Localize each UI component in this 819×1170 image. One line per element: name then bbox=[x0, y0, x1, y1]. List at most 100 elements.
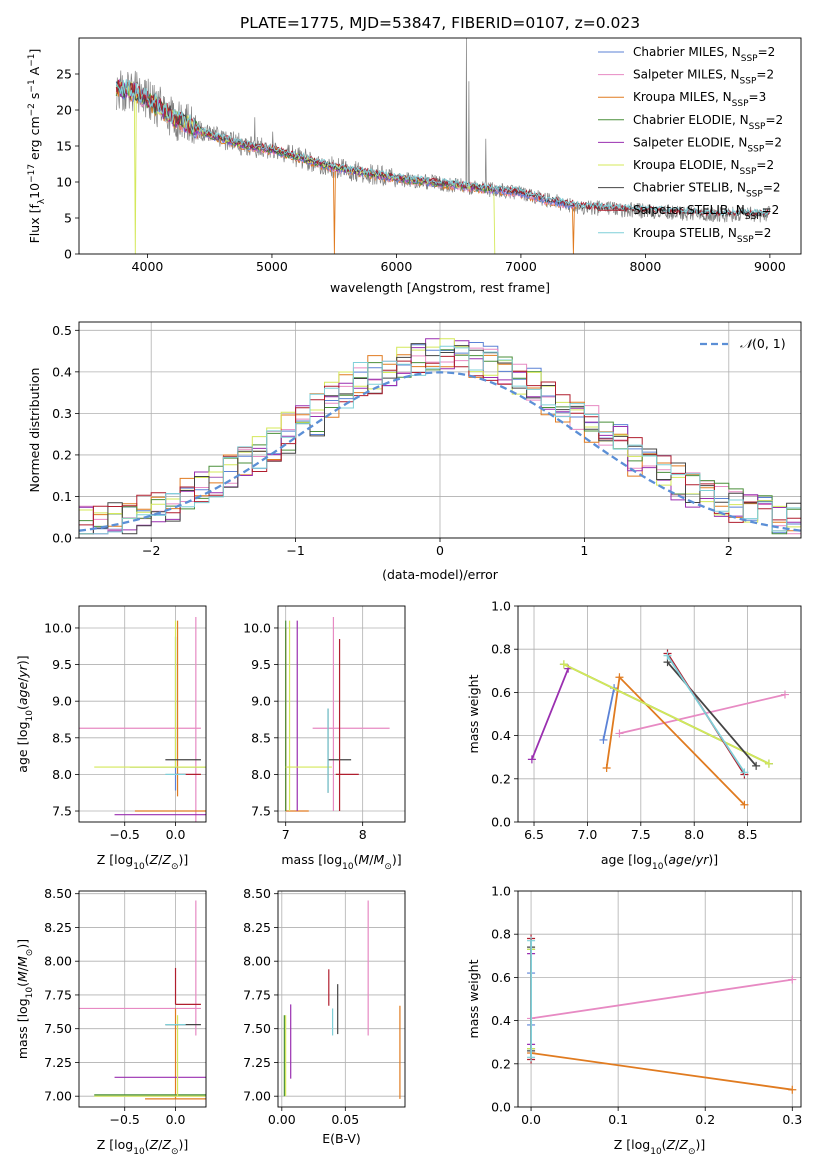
axes-frame bbox=[78, 605, 207, 823]
y-axis-label: Normed distribution bbox=[27, 368, 42, 493]
figure-title: PLATE=1775, MJD=53847, FIBERID=0107, z=0… bbox=[240, 14, 640, 32]
legend-entry: Kroupa STELIB, NSSP=2 bbox=[633, 226, 771, 245]
y-tick-label: 10.0 bbox=[243, 620, 271, 635]
weight-marker bbox=[615, 729, 624, 738]
weight-marker bbox=[740, 768, 749, 777]
y-tick-label: 7.25 bbox=[243, 1055, 271, 1070]
y-tick-label: 0.5 bbox=[52, 323, 72, 338]
x-axis-label: mass [log10(M/M⊙)] bbox=[281, 852, 401, 872]
x-axis-label: (data-model)/error bbox=[382, 567, 499, 582]
weight-marker bbox=[752, 761, 761, 770]
observed-spectrum bbox=[115, 38, 770, 223]
model-spectrum bbox=[115, 81, 496, 194]
legend-entry: Chabrier ELODIE, NSSP=2 bbox=[633, 113, 783, 132]
y-tick-label: 9.5 bbox=[251, 657, 271, 672]
x-tick-label: 5000 bbox=[256, 259, 288, 274]
plot-area bbox=[518, 891, 801, 1107]
y-tick-label: 25 bbox=[56, 67, 72, 82]
axes-frame bbox=[277, 890, 406, 1108]
y-tick-label: 8.5 bbox=[251, 730, 271, 745]
x-tick-label: −2 bbox=[142, 543, 160, 558]
y-tick-label: 10.0 bbox=[44, 620, 72, 635]
x-axis-label: age [log10(age/yr)] bbox=[601, 852, 718, 872]
y-tick-label: 0.8 bbox=[491, 642, 511, 657]
y-tick-label: 9.0 bbox=[251, 694, 271, 709]
axes-weight-vs-Z: 0.0 0.1 0.2 0.3 0.0 0.2 0.4 0.6 0.8 1.0 Z [log10(Z… bbox=[466, 884, 802, 1158]
y-axis-label: mass weight bbox=[466, 674, 481, 753]
plot-layer: 4000 5000 6000 7000 8000 90000510152025wavele… bbox=[15, 37, 802, 1158]
weight-marker bbox=[663, 651, 672, 660]
plot-area bbox=[278, 891, 405, 1107]
weight-marker bbox=[599, 735, 608, 744]
x-tick-label: 7.5 bbox=[631, 827, 651, 842]
legend-entry: 𝒩(0, 1) bbox=[740, 336, 786, 351]
weight-marker bbox=[764, 759, 773, 768]
x-tick-label: 0.0 bbox=[166, 827, 186, 842]
x-tick-label: 6.5 bbox=[524, 827, 544, 842]
y-tick-label: 8.00 bbox=[44, 954, 72, 969]
weight-marker bbox=[615, 673, 624, 682]
legend-entry: Chabrier STELIB, NSSP=2 bbox=[633, 181, 781, 200]
axes-mass-vs-ebv: 0.00 0.05 7.00 7.25 7.50 7.75 8.00 8.25 8.50 E(B-… bbox=[243, 886, 406, 1146]
y-tick-label: 0.6 bbox=[491, 685, 511, 700]
legend-entry: Salpeter MILES, NSSP=2 bbox=[633, 68, 774, 87]
axes-weight-vs-age: 6.5 7.0 7.5 8.0 8.5 0.0 0.2 0.4 0.6 0.8 1.0 age [lo… bbox=[466, 599, 802, 872]
axes-age-vs-Z: −0.5 0.0 7.5 8.0 8.5 9.0 9.5 10.0 Z [log10(Z/Z⊙)… bbox=[15, 605, 207, 872]
y-tick-label: 0.6 bbox=[491, 970, 511, 985]
plot-area bbox=[79, 322, 801, 538]
x-axis-label: Z [log10(Z/Z⊙)] bbox=[614, 1137, 706, 1157]
y-tick-label: 8.50 bbox=[44, 886, 72, 901]
axes-frame bbox=[517, 605, 802, 823]
y-tick-label: 7.5 bbox=[251, 804, 271, 819]
x-tick-label: 0.05 bbox=[331, 1112, 359, 1127]
legend-entry: Kroupa ELODIE, NSSP=2 bbox=[633, 158, 774, 177]
normal-curve bbox=[79, 371, 801, 532]
x-tick-label: 4000 bbox=[132, 259, 164, 274]
y-tick-label: 8.00 bbox=[243, 954, 271, 969]
plot-area bbox=[278, 606, 405, 822]
y-tick-label: 5 bbox=[64, 211, 72, 226]
x-tick-label: 2 bbox=[725, 543, 733, 558]
y-tick-label: 0.3 bbox=[52, 406, 72, 421]
legend-entry: Kroupa MILES, NSSP=3 bbox=[633, 90, 766, 109]
y-tick-label: 0.8 bbox=[491, 927, 511, 942]
y-tick-label: 7.50 bbox=[243, 1021, 271, 1036]
y-tick-label: 9.0 bbox=[52, 694, 72, 709]
x-tick-label: 0.00 bbox=[268, 1112, 296, 1127]
weight-marker bbox=[527, 936, 536, 945]
x-tick-label: 7000 bbox=[505, 259, 537, 274]
y-tick-label: 0.0 bbox=[491, 1100, 511, 1115]
y-tick-label: 0.4 bbox=[52, 364, 72, 379]
residual-histogram bbox=[79, 345, 801, 535]
plot-area bbox=[79, 891, 206, 1107]
y-tick-label: 0.0 bbox=[52, 531, 72, 546]
y-tick-label: 8.0 bbox=[52, 767, 72, 782]
y-tick-label: 8.25 bbox=[44, 920, 72, 935]
weight-line bbox=[666, 661, 757, 767]
x-tick-label: 8 bbox=[359, 827, 367, 842]
y-tick-label: 7.25 bbox=[44, 1055, 72, 1070]
weight-line bbox=[666, 655, 746, 773]
x-tick-label: 8.0 bbox=[684, 827, 704, 842]
x-tick-label: −0.5 bbox=[110, 827, 140, 842]
y-tick-label: 8.50 bbox=[243, 886, 271, 901]
axes-frame bbox=[78, 890, 207, 1108]
y-tick-label: 1.0 bbox=[491, 884, 511, 899]
y-axis-label: mass [log10(M/M⊙)] bbox=[15, 939, 35, 1059]
plot-area bbox=[518, 606, 801, 822]
y-tick-label: 7.00 bbox=[44, 1089, 72, 1104]
y-tick-label: 0.0 bbox=[491, 815, 511, 830]
x-tick-label: −0.5 bbox=[110, 1112, 140, 1127]
x-tick-label: 0.3 bbox=[782, 1112, 802, 1127]
axes-frame bbox=[517, 890, 802, 1108]
x-tick-label: 7 bbox=[282, 827, 290, 842]
y-tick-label: 0 bbox=[64, 247, 72, 262]
x-tick-label: 0.0 bbox=[521, 1112, 541, 1127]
x-tick-label: 9000 bbox=[754, 259, 786, 274]
x-axis-label: E(B-V) bbox=[322, 1131, 361, 1146]
y-tick-label: 0.2 bbox=[491, 771, 511, 786]
y-tick-label: 0.4 bbox=[491, 1013, 511, 1028]
y-tick-label: 7.5 bbox=[52, 804, 72, 819]
weight-line bbox=[602, 687, 615, 741]
y-axis-label: mass weight bbox=[466, 959, 481, 1038]
